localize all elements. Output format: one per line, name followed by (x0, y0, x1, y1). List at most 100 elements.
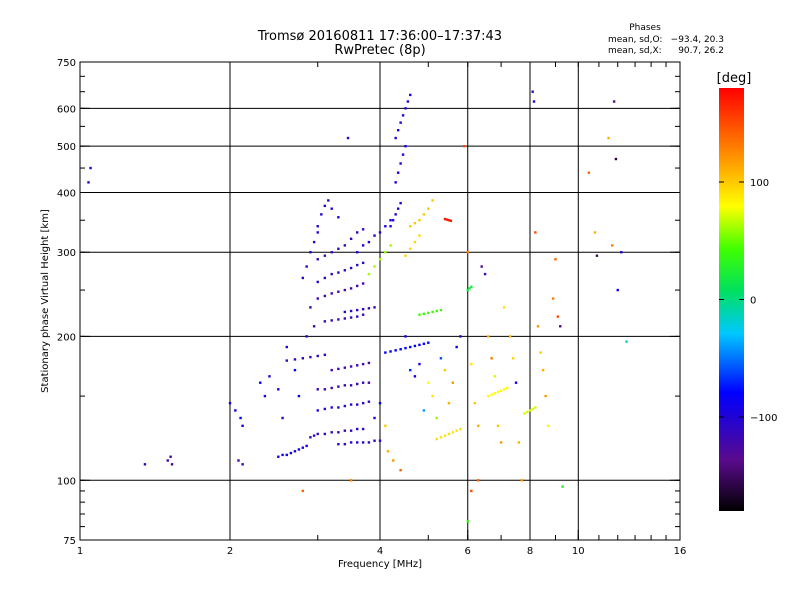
data-point (532, 100, 536, 103)
data-point (316, 231, 319, 234)
chart-subtitle: RwPretec (8p) (334, 43, 425, 58)
data-point (614, 157, 618, 161)
data-point (409, 368, 412, 372)
data-point (595, 254, 599, 257)
data-point (316, 354, 319, 358)
data-point (487, 394, 490, 398)
data-point (166, 459, 169, 462)
data-point (378, 401, 382, 405)
data-point (305, 265, 308, 268)
data-point (396, 207, 400, 210)
data-point (293, 450, 297, 453)
data-point (361, 307, 365, 311)
colorbar-tick-label: −100 (750, 413, 777, 424)
data-point (349, 441, 353, 444)
data-point (468, 287, 471, 290)
data-point (404, 335, 407, 338)
x-tick-label: 1 (77, 546, 83, 557)
data-point (337, 247, 340, 250)
data-point (343, 404, 347, 408)
data-point (391, 459, 395, 462)
data-point (89, 166, 92, 170)
data-point (316, 280, 319, 284)
data-point (309, 251, 312, 254)
x-axis-label: Frequency [MHz] (338, 559, 422, 570)
data-point (559, 325, 562, 328)
data-point (263, 394, 267, 398)
data-point (312, 434, 316, 437)
data-point (349, 316, 353, 319)
data-point (330, 406, 333, 409)
data-point (234, 409, 237, 412)
data-point (349, 403, 353, 406)
data-point (285, 345, 288, 349)
data-point (349, 429, 353, 432)
data-point (556, 315, 560, 318)
data-point (343, 384, 347, 387)
data-point (373, 416, 376, 420)
data-point (554, 258, 557, 261)
data-point (399, 348, 402, 351)
data-point (449, 219, 453, 223)
data-point (396, 128, 400, 132)
data-point (316, 432, 319, 436)
data-point (435, 309, 438, 313)
colorbar-label: [deg] (717, 71, 752, 86)
data-point (289, 451, 293, 455)
y-tick-label: 750 (57, 58, 76, 69)
data-point (534, 231, 537, 234)
data-point (316, 409, 319, 412)
data-point (546, 424, 550, 428)
data-point (355, 403, 359, 406)
data-point (551, 297, 555, 300)
data-point (259, 381, 262, 384)
data-point (413, 344, 417, 348)
data-point (349, 266, 353, 270)
data-point (316, 297, 319, 300)
data-point (526, 410, 529, 414)
data-point (343, 317, 347, 320)
x-tick-label: 10 (572, 546, 585, 557)
data-point (337, 431, 340, 434)
data-point (541, 368, 545, 372)
x-tick-label: 4 (377, 546, 383, 557)
data-point (355, 427, 359, 431)
data-point (293, 368, 297, 372)
data-point (384, 225, 387, 228)
data-point (337, 216, 340, 219)
data-point (343, 310, 347, 314)
data-point (401, 153, 405, 156)
data-point (427, 381, 430, 384)
data-point (587, 171, 591, 174)
data-point (367, 272, 371, 276)
data-point (305, 444, 308, 448)
data-point (281, 453, 284, 457)
data-point (499, 441, 503, 444)
y-tick-label: 300 (57, 248, 76, 259)
data-point (316, 388, 319, 391)
data-point (301, 489, 305, 493)
data-point (384, 251, 387, 254)
data-point (493, 392, 497, 395)
data-point (143, 463, 147, 466)
data-point (87, 181, 90, 184)
data-point (396, 171, 400, 174)
data-point (355, 441, 359, 444)
data-point (399, 468, 402, 472)
data-point (297, 394, 301, 398)
data-point (355, 308, 359, 312)
data-point (343, 269, 347, 272)
data-point (337, 318, 340, 321)
data-point (447, 219, 451, 222)
data-point (323, 353, 327, 357)
data-point (499, 389, 503, 392)
data-point (355, 251, 359, 254)
data-point (517, 441, 521, 444)
data-point (337, 406, 340, 409)
data-point (459, 427, 462, 431)
data-point (323, 407, 327, 411)
data-point (431, 310, 434, 314)
data-point (607, 136, 610, 140)
data-point (367, 361, 371, 365)
data-point (394, 213, 397, 216)
